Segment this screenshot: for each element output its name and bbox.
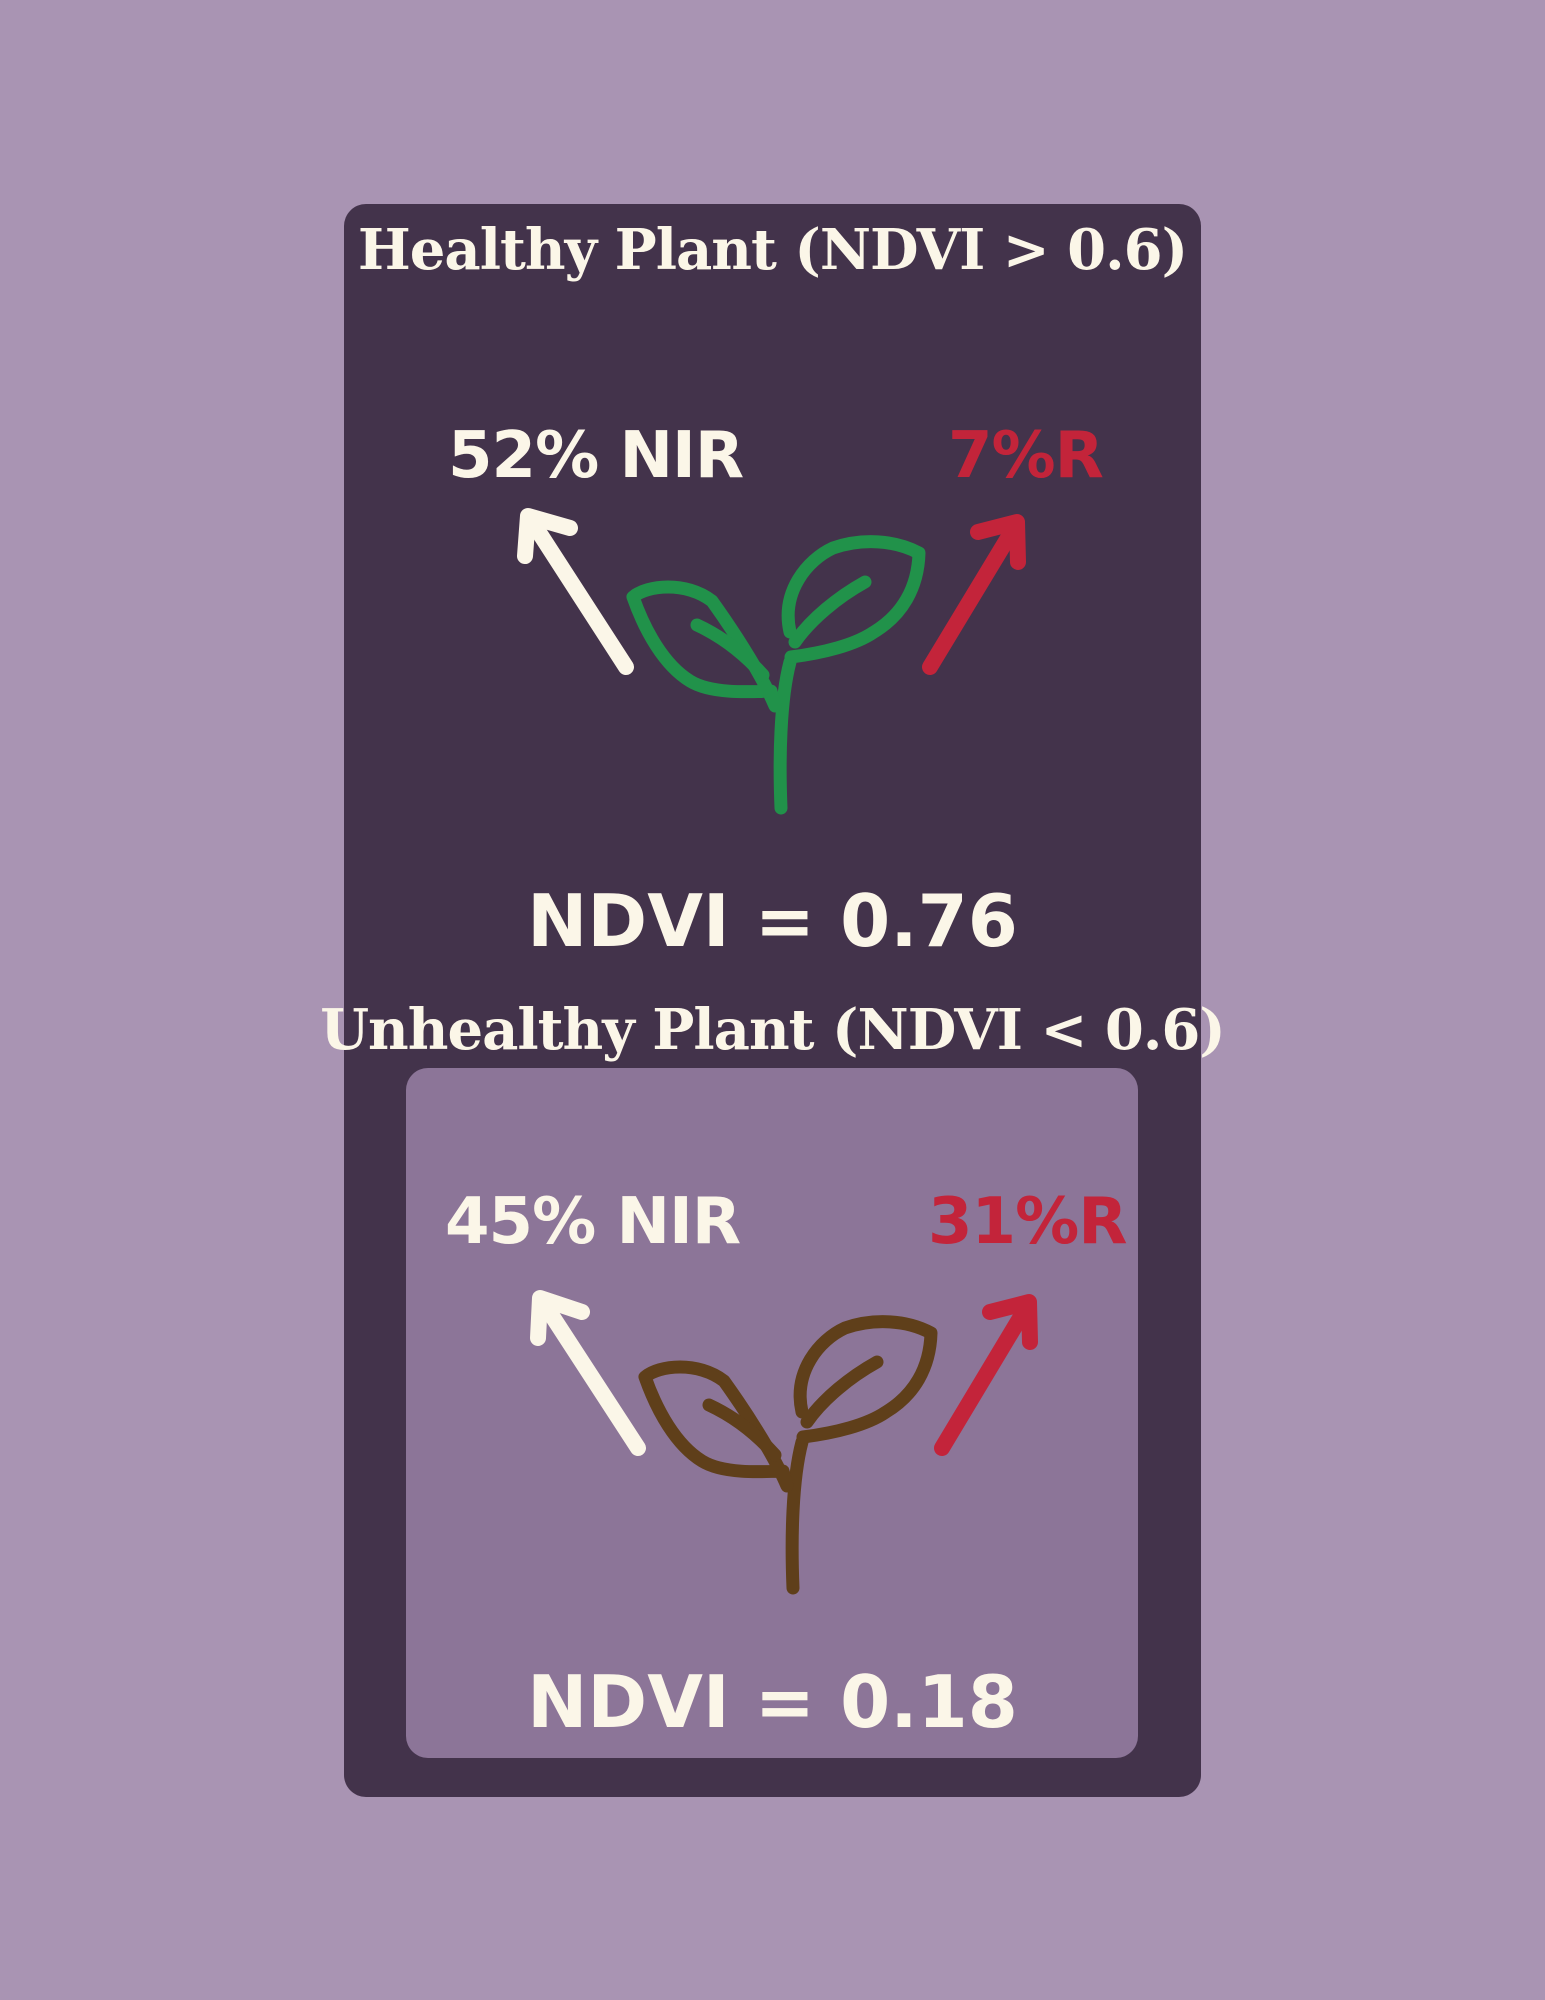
unhealthy-red-arrow-icon — [934, 1294, 1038, 1456]
unhealthy-ndvi-value: NDVI = 0.18 — [527, 1660, 1018, 1744]
unhealthy-seedling-icon — [638, 1315, 938, 1595]
healthy-nir-label: 52% NIR — [448, 419, 744, 493]
unhealthy-nir-label: 45% NIR — [445, 1185, 741, 1259]
unhealthy-plant-panel — [406, 1068, 1138, 1758]
unhealthy-red-label: 31%R — [928, 1185, 1127, 1259]
healthy-seedling-icon — [626, 535, 926, 815]
healthy-red-label: 7%R — [948, 419, 1104, 493]
healthy-plant-title: Healthy Plant (NDVI > 0.6) — [357, 217, 1188, 283]
healthy-ndvi-value: NDVI = 0.76 — [527, 879, 1018, 963]
unhealthy-nir-arrow-icon — [530, 1290, 646, 1456]
unhealthy-plant-title: Unhealthy Plant (NDVI < 0.6) — [320, 997, 1226, 1063]
healthy-nir-arrow-icon — [517, 508, 634, 675]
healthy-red-arrow-icon — [922, 514, 1026, 675]
